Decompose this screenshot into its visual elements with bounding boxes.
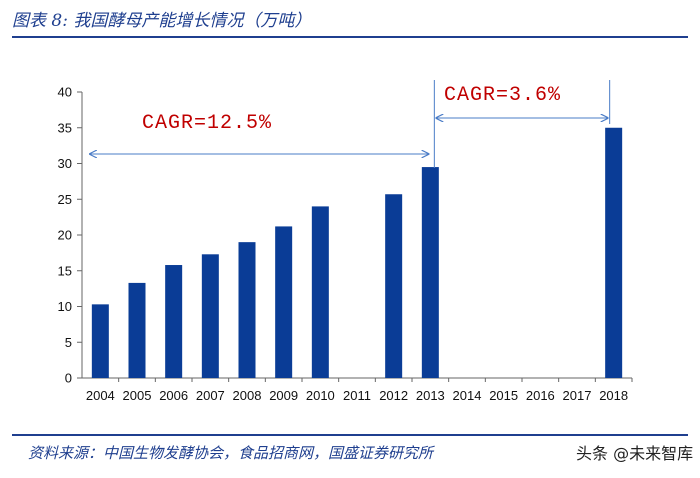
bar-2010 <box>311 206 329 378</box>
y-tick-label: 20 <box>58 228 72 243</box>
y-tick-label: 5 <box>65 335 72 350</box>
cagr-label-2: CAGR=3.6% <box>444 84 561 107</box>
x-tick-label: 2006 <box>159 388 188 403</box>
x-tick-label: 2016 <box>526 388 555 403</box>
title-divider <box>12 36 688 38</box>
x-tick-label: 2008 <box>233 388 262 403</box>
bar-2004 <box>91 304 109 378</box>
x-tick-label: 2013 <box>416 388 445 403</box>
y-tick-label: 25 <box>58 192 72 207</box>
y-tick-label: 35 <box>58 120 72 135</box>
x-tick-label: 2005 <box>123 388 152 403</box>
y-tick-label: 10 <box>58 299 72 314</box>
x-tick-label: 2007 <box>196 388 225 403</box>
x-tick-label: 2012 <box>379 388 408 403</box>
y-tick-label: 30 <box>58 156 72 171</box>
chart-title: 图表 8: 我国酵母产能增长情况（万吨） <box>12 11 312 31</box>
x-tick-label: 2004 <box>86 388 115 403</box>
x-tick-label: 2010 <box>306 388 335 403</box>
bar-2012 <box>385 194 403 378</box>
bar-2005 <box>128 282 146 378</box>
footer-divider <box>12 434 688 436</box>
y-tick-label: 0 <box>65 371 72 386</box>
x-tick-label: 2017 <box>563 388 592 403</box>
y-tick-label: 40 <box>58 85 72 100</box>
source-note: 资料来源：中国生物发酵协会，食品招商网，国盛证券研究所 <box>28 444 434 462</box>
bar-2008 <box>238 242 256 378</box>
x-tick-label: 2018 <box>599 388 628 403</box>
bar-2018 <box>605 127 623 378</box>
bar-2006 <box>165 265 183 378</box>
cagr-label-1: CAGR=12.5% <box>142 112 272 135</box>
x-tick-label: 2015 <box>489 388 518 403</box>
x-tick-label: 2009 <box>269 388 298 403</box>
bar-2013 <box>421 167 439 378</box>
x-tick-label: 2011 <box>343 388 371 403</box>
y-tick-label: 15 <box>58 263 72 278</box>
bar-2009 <box>275 226 293 378</box>
x-tick-label: 2014 <box>453 388 482 403</box>
bar-2007 <box>201 254 219 378</box>
watermark: 头条 @未来智库 <box>572 440 698 464</box>
